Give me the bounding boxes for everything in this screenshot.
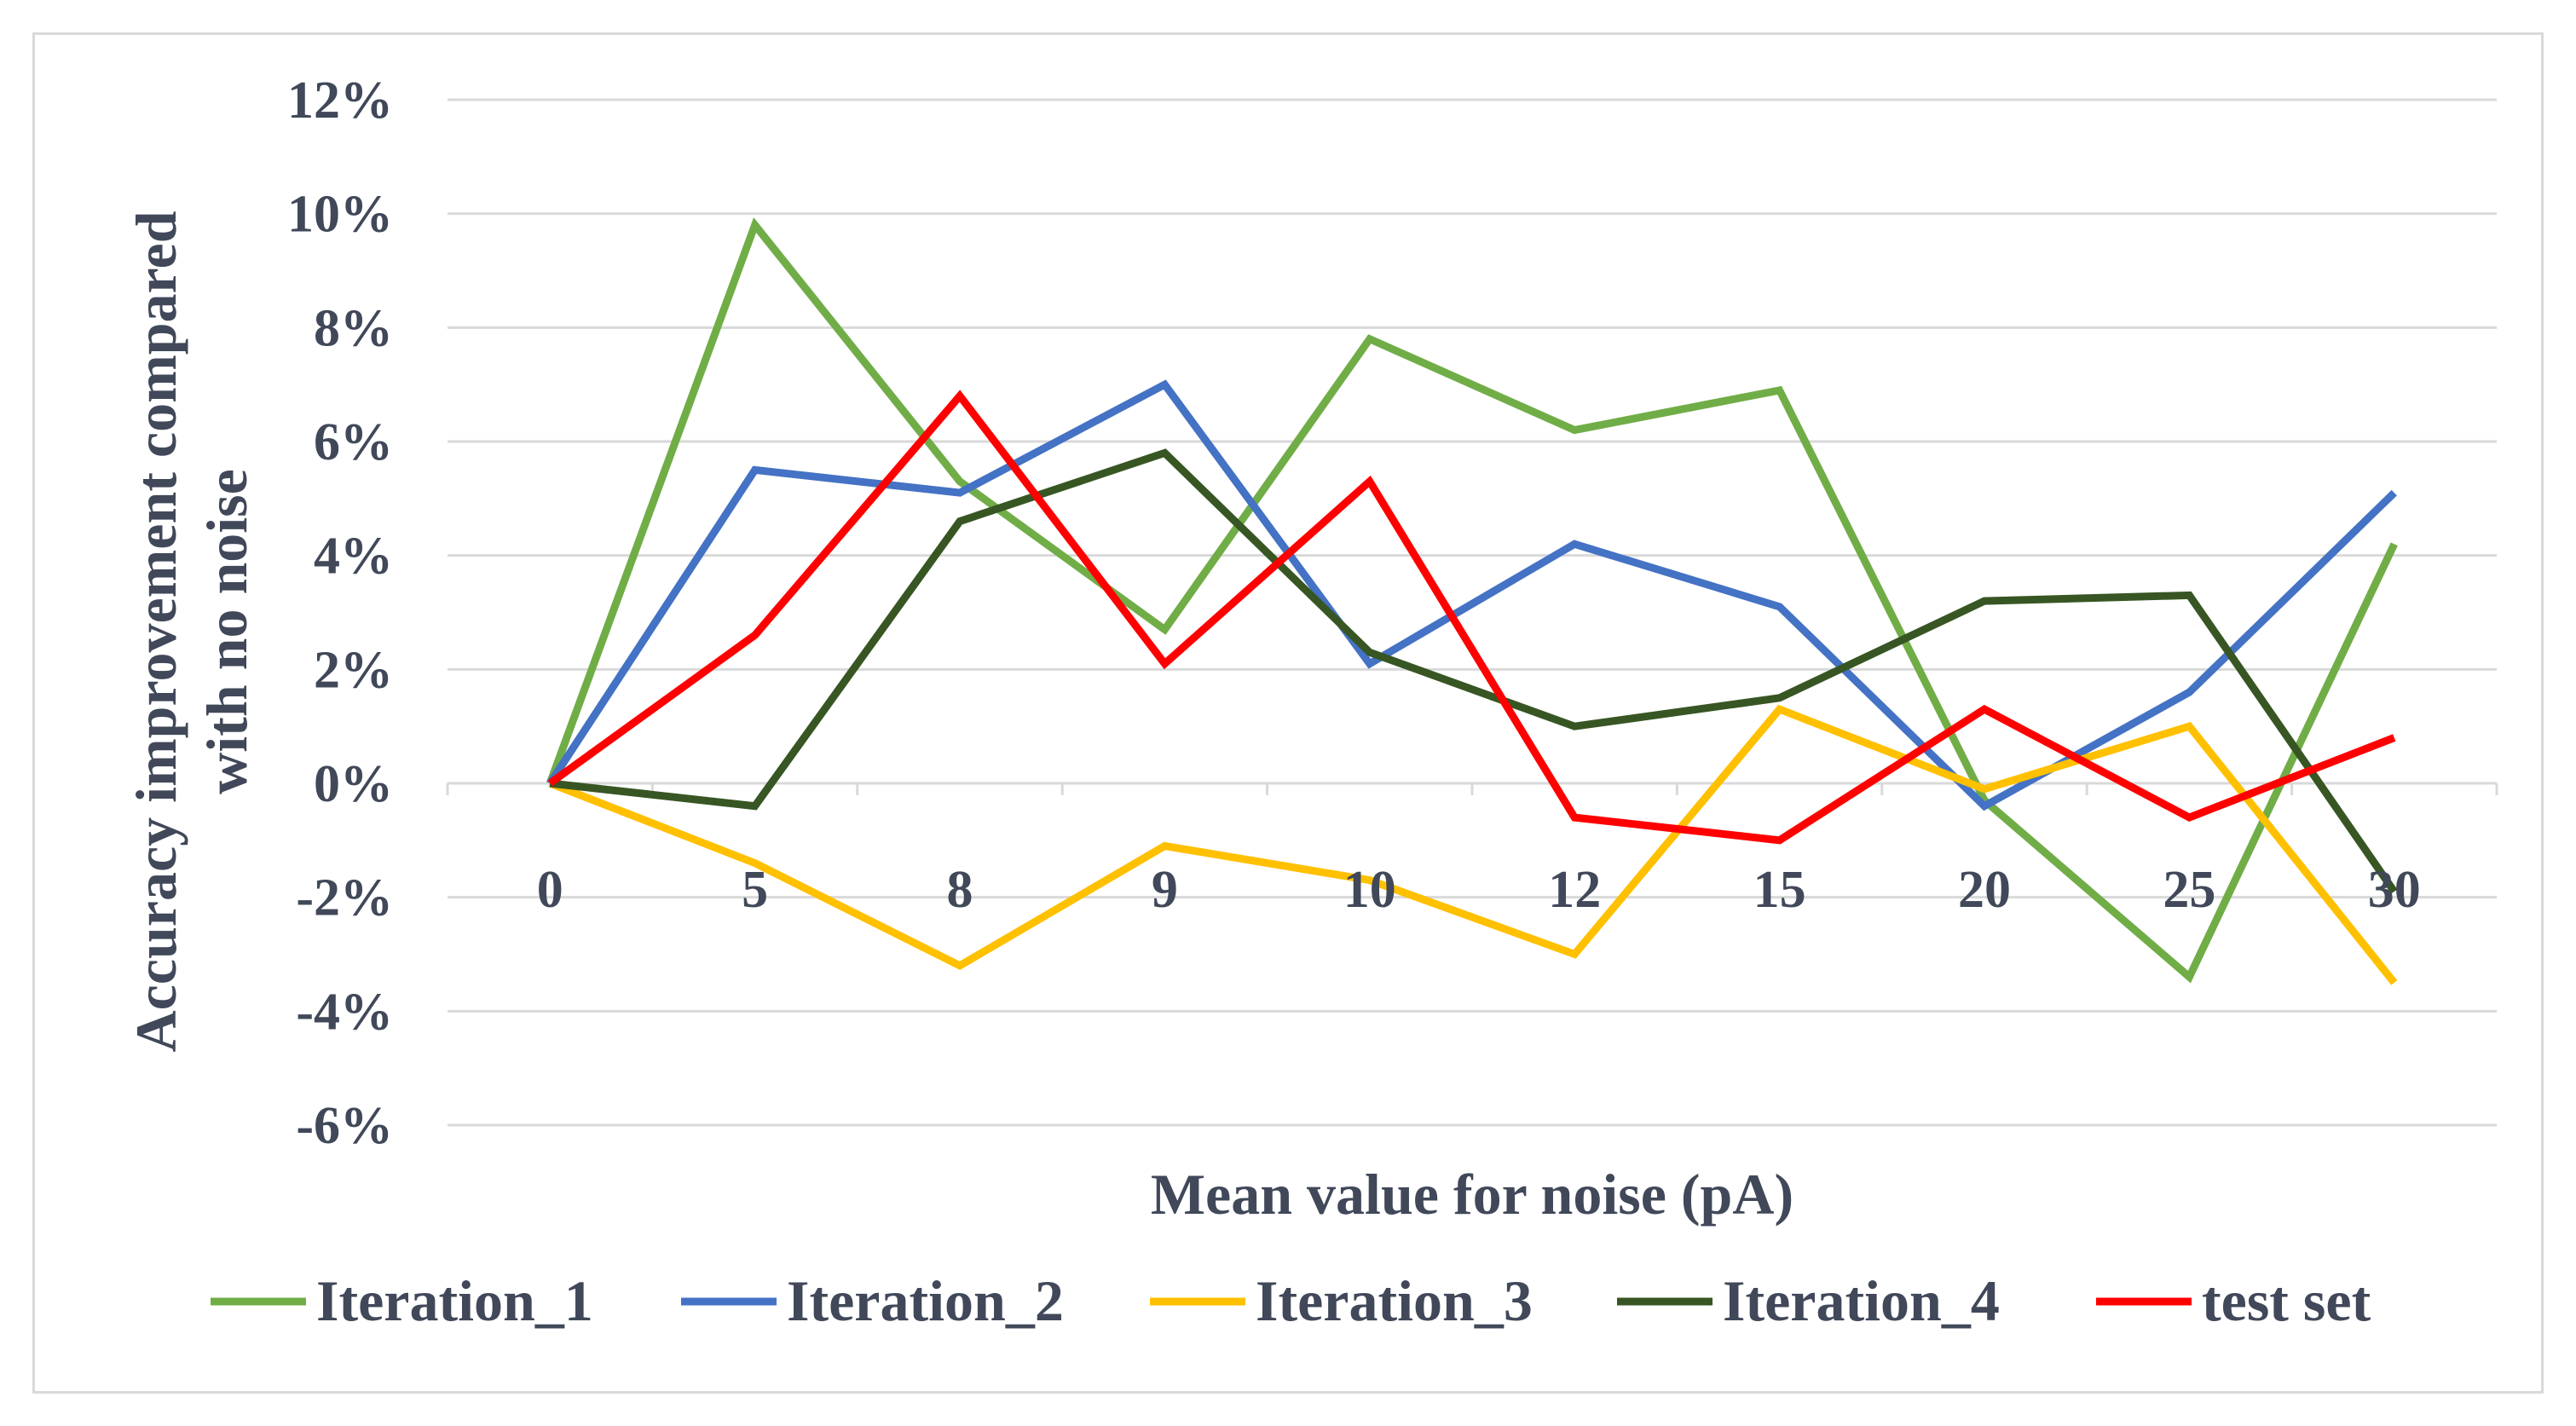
series-line-test-set bbox=[547, 390, 2396, 845]
x-tick-label: 12 bbox=[1548, 861, 1601, 919]
y-tick-label: 12% bbox=[287, 72, 393, 130]
y-tick-label: 6% bbox=[314, 413, 393, 471]
y-tick-label: -2% bbox=[296, 869, 393, 927]
x-tick-label: 15 bbox=[1753, 861, 1806, 919]
x-tick-label: 20 bbox=[1958, 861, 2011, 919]
series-lines bbox=[546, 216, 2398, 985]
x-tick-label: 9 bbox=[1152, 861, 1178, 919]
y-axis-title-line-1: Accuracy improvement compared bbox=[124, 211, 188, 1052]
series-line-iteration-2 bbox=[546, 379, 2397, 811]
x-tick-label: 10 bbox=[1343, 861, 1396, 919]
y-axis-title: Accuracy improvement compared with no no… bbox=[124, 211, 259, 1052]
series-line-iteration-1 bbox=[546, 216, 2398, 984]
y-axis-title-line-2: with no noise bbox=[194, 469, 259, 794]
y-tick-label: 8% bbox=[314, 299, 393, 357]
series-line-iteration-4 bbox=[549, 448, 2398, 894]
y-tick-label: 2% bbox=[314, 641, 393, 699]
y-tick-label: -4% bbox=[296, 983, 393, 1041]
line-chart: 12% 10% 8% 6% 4% 2% 0% -2% -4% -6% 0 5 8 9 10 12 15 20 25… bbox=[124, 72, 2498, 1333]
legend-label-iteration-4: Iteration_4 bbox=[1723, 1268, 2000, 1333]
x-tick-label: 8 bbox=[947, 861, 973, 919]
legend-label-iteration-3: Iteration_3 bbox=[1256, 1268, 1533, 1333]
x-tick-label: 25 bbox=[2163, 861, 2215, 919]
x-tick-label: 0 bbox=[537, 861, 563, 919]
legend: Iteration_1 Iteration_2 Iteration_3 Iterati… bbox=[211, 1268, 2371, 1333]
series-line-iteration-3 bbox=[548, 704, 2398, 985]
legend-label-iteration-2: Iteration_2 bbox=[787, 1268, 1064, 1333]
y-tick-label: 0% bbox=[314, 755, 393, 813]
x-tick-label: 30 bbox=[2368, 861, 2421, 919]
x-axis-title: Mean value for noise (pA) bbox=[1151, 1162, 1793, 1227]
chart-frame: 12% 10% 8% 6% 4% 2% 0% -2% -4% -6% 0 5 8 9 10 12 15 20 25… bbox=[32, 32, 2544, 1394]
x-axis-ticks: 0 5 8 9 10 12 15 20 25 30 bbox=[537, 861, 2421, 919]
gridlines bbox=[446, 98, 2498, 1127]
y-axis-ticks: 12% 10% 8% 6% 4% 2% 0% -2% -4% -6% bbox=[287, 72, 393, 1155]
y-tick-label: 10% bbox=[287, 186, 393, 244]
legend-label-iteration-1: Iteration_1 bbox=[316, 1268, 593, 1333]
legend-label-test-set: test set bbox=[2202, 1268, 2371, 1333]
y-tick-label: -6% bbox=[296, 1097, 393, 1155]
x-tick-label: 5 bbox=[742, 861, 768, 919]
y-tick-label: 4% bbox=[314, 528, 393, 586]
